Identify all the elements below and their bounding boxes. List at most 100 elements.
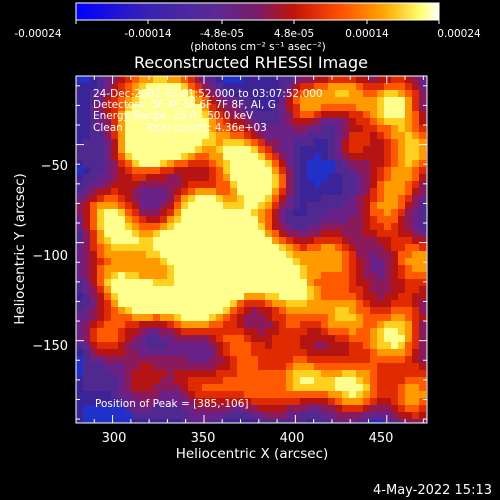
image-pixel [181,146,189,154]
image-pixel [83,258,91,266]
image-pixel [230,265,238,273]
image-pixel [384,356,392,364]
image-pixel [160,216,168,224]
image-pixel [307,412,315,420]
image-pixel [335,377,343,385]
image-pixel [335,160,343,168]
image-pixel [405,202,413,210]
image-pixel [405,230,413,238]
image-pixel [384,188,392,196]
image-pixel [314,216,322,224]
image-pixel [307,384,315,392]
x-tick-label: 400 [280,431,305,446]
image-pixel [111,216,119,224]
image-pixel [153,202,161,210]
image-pixel [146,83,154,91]
image-pixel [153,125,161,133]
image-pixel [286,195,294,203]
image-pixel [118,384,126,392]
image-pixel [293,279,301,287]
image-pixel [391,272,399,280]
image-pixel [216,370,224,378]
image-pixel [244,76,252,84]
image-pixel [132,223,140,231]
image-pixel [419,300,427,308]
image-pixel [181,104,189,112]
image-pixel [244,377,252,385]
image-pixel [209,153,217,161]
image-pixel [83,146,91,154]
image-pixel [83,202,91,210]
image-pixel [237,167,245,175]
image-pixel [398,307,406,315]
image-pixel [300,279,308,287]
image-pixel [391,118,399,126]
image-pixel [412,328,420,336]
image-pixel [419,265,427,273]
image-pixel [83,132,91,140]
image-pixel [307,293,315,301]
image-pixel [328,363,336,371]
image-pixel [363,104,371,112]
image-pixel [419,377,427,385]
image-pixel [391,370,399,378]
image-pixel [244,118,252,126]
image-pixel [356,97,364,105]
image-pixel [265,377,273,385]
image-pixel [265,174,273,182]
image-pixel [398,83,406,91]
image-pixel [279,125,287,133]
x-tick-label: 350 [191,431,216,446]
image-pixel [405,97,413,105]
image-pixel [265,97,273,105]
image-pixel [181,307,189,315]
image-pixel [230,300,238,308]
image-pixel [188,195,196,203]
image-pixel [321,181,329,189]
image-pixel [293,300,301,308]
image-pixel [412,391,420,399]
image-pixel [118,419,126,423]
image-pixel [398,181,406,189]
image-pixel [223,419,231,423]
image-pixel [202,356,210,364]
image-pixel [83,321,91,329]
image-pixel [76,90,84,98]
image-pixel [293,244,301,252]
image-pixel [384,314,392,322]
image-pixel [349,405,357,413]
image-pixel [300,419,308,423]
image-pixel [146,223,154,231]
image-pixel [391,76,399,84]
image-pixel [370,118,378,126]
image-pixel [209,265,217,273]
image-pixel [335,342,343,350]
image-pixel [384,335,392,343]
image-pixel [167,230,175,238]
image-pixel [160,76,168,84]
image-pixel [223,307,231,315]
image-pixel [265,216,273,224]
image-pixel [272,76,280,84]
image-pixel [132,370,140,378]
image-pixel [412,279,420,287]
image-pixel [111,279,119,287]
image-pixel [342,111,350,119]
image-pixel [265,384,273,392]
image-pixel [370,237,378,245]
image-pixel [181,398,189,406]
image-pixel [216,377,224,385]
image-pixel [321,335,329,343]
image-pixel [328,188,336,196]
image-pixel [111,195,119,203]
image-pixel [307,370,315,378]
image-pixel [286,97,294,105]
image-pixel [111,230,119,238]
image-pixel [153,76,161,84]
image-pixel [286,237,294,245]
image-pixel [370,188,378,196]
image-pixel [370,251,378,259]
image-pixel [223,146,231,154]
image-pixel [335,83,343,91]
image-pixel [146,307,154,315]
